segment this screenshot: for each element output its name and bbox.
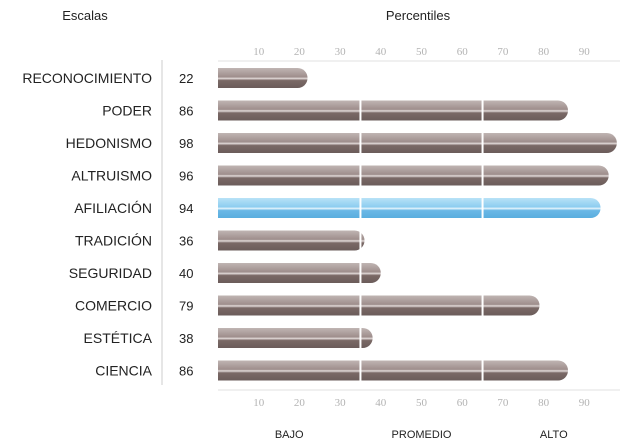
zone-label: BAJO (275, 429, 304, 441)
scale-row: CIENCIA 86 (95, 360, 569, 381)
percentile-bar (218, 230, 365, 251)
tick-label-bottom: 10 (253, 397, 265, 409)
tick-label-bottom: 70 (497, 397, 509, 409)
bar-square-start (218, 360, 228, 381)
score-value: 22 (179, 71, 193, 86)
scale-row: ESTÉTICA 38 (84, 328, 373, 348)
percentiles-header: Percentiles (386, 8, 451, 23)
scale-label: RECONOCIMIENTO (22, 70, 152, 86)
tick-label-top: 70 (497, 46, 509, 58)
bar-square-start (218, 295, 228, 316)
score-value: 38 (179, 331, 193, 346)
tick-label-bottom: 20 (294, 397, 306, 409)
scales-header: Escalas (62, 8, 108, 23)
scale-rows: RECONOCIMIENTO 22 PODER 86 HEDONISMO 98 ALTRUI… (22, 68, 617, 381)
tick-label-top: 40 (375, 46, 387, 58)
tick-label-top: 80 (538, 46, 550, 58)
scale-row: COMERCIO 79 (75, 295, 540, 316)
score-value: 86 (179, 104, 193, 119)
bar-square-start (218, 263, 228, 283)
bar-square-start (218, 198, 228, 218)
tick-label-bottom: 40 (375, 397, 387, 409)
scale-row: HEDONISMO 98 (66, 133, 617, 153)
bar-square-start (218, 100, 228, 121)
zone-label: ALTO (540, 429, 568, 441)
score-value: 96 (179, 169, 193, 184)
score-value: 94 (179, 201, 193, 216)
percentile-bar-highlighted (218, 198, 601, 218)
bar-square-start (218, 165, 228, 186)
scale-label: HEDONISMO (66, 135, 152, 151)
score-value: 36 (179, 234, 193, 249)
bar-square-start (218, 133, 228, 153)
percentile-bar (218, 100, 569, 121)
percentile-bar (218, 360, 569, 381)
tick-label-top: 30 (335, 46, 347, 58)
percentile-bar (218, 133, 617, 153)
tick-label-bottom: 80 (538, 397, 550, 409)
score-value: 98 (179, 136, 193, 151)
bar-square-start (218, 230, 228, 251)
tick-label-bottom: 50 (416, 397, 428, 409)
scale-label: ESTÉTICA (84, 330, 153, 346)
scale-row: ALTRUISMO 96 (71, 165, 609, 186)
scale-label: TRADICIÓN (75, 233, 152, 249)
scale-row: TRADICIÓN 36 (75, 230, 365, 251)
scale-row: SEGURIDAD 40 (69, 263, 381, 283)
score-value: 86 (179, 364, 193, 379)
scale-row: PODER 86 (102, 100, 569, 121)
top-tick-labels: 10 20 30 40 50 60 70 80 90 (253, 46, 590, 58)
tick-label-bottom: 30 (335, 397, 347, 409)
scale-label: SEGURIDAD (69, 265, 152, 281)
scale-label: COMERCIO (75, 298, 152, 314)
tick-label-top: 90 (579, 46, 591, 58)
scale-label: CIENCIA (95, 363, 152, 379)
percentile-bar (218, 295, 540, 316)
tick-label-bottom: 60 (457, 397, 469, 409)
percentile-bar (218, 263, 381, 283)
score-value: 79 (179, 299, 193, 314)
scale-row: AFILIACIÓN 94 (74, 198, 601, 218)
percentile-bar (218, 165, 609, 186)
scale-label: PODER (102, 103, 152, 119)
tick-label-top: 60 (457, 46, 469, 58)
bar-square-start (218, 328, 228, 348)
scale-row: RECONOCIMIENTO 22 (22, 68, 308, 88)
bottom-tick-labels: 10 20 30 40 50 60 70 80 90 (253, 397, 590, 409)
zone-labels: BAJO PROMEDIO ALTO (275, 429, 568, 441)
tick-label-bottom: 90 (579, 397, 591, 409)
bar-square-start (218, 68, 228, 88)
scale-label: AFILIACIÓN (74, 200, 152, 216)
tick-label-top: 20 (294, 46, 306, 58)
scale-label: ALTRUISMO (71, 168, 152, 184)
percentile-bar (218, 68, 308, 88)
score-value: 40 (179, 266, 193, 281)
tick-label-top: 50 (416, 46, 428, 58)
percentile-bar (218, 328, 373, 348)
tick-label-top: 10 (253, 46, 265, 58)
zone-label: PROMEDIO (392, 429, 452, 441)
